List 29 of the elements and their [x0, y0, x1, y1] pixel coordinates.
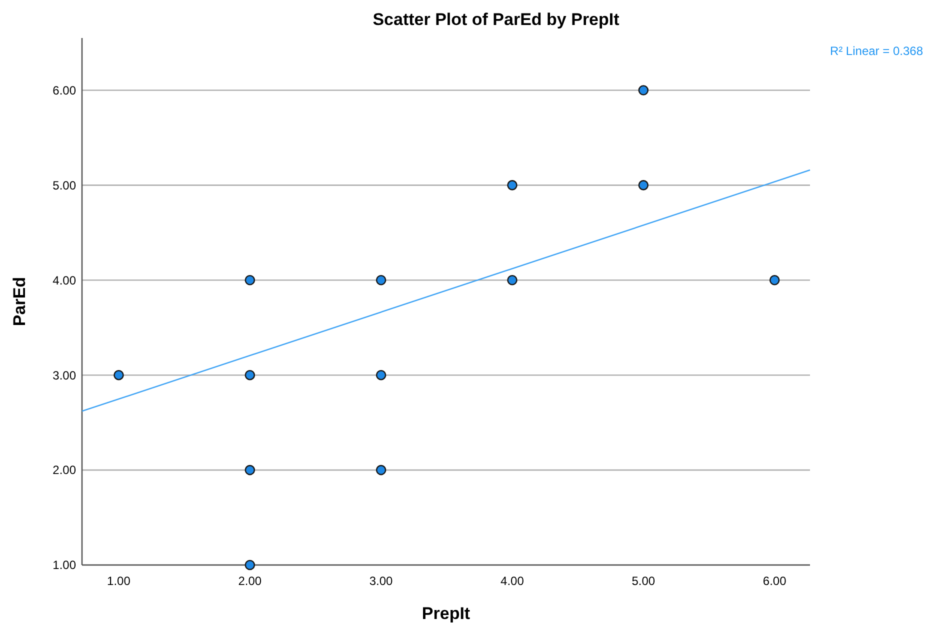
point: [114, 370, 124, 380]
y-tick-label: 1.00: [52, 558, 76, 572]
point: [638, 180, 649, 190]
x-tick-label: 3.00: [369, 574, 394, 588]
x-tick-label: 6.00: [762, 574, 787, 588]
y-axis-title: ParEd: [10, 276, 29, 326]
point: [244, 274, 256, 286]
point: [376, 274, 386, 286]
chart-title: Scatter Plot of ParEd by PrepIt: [372, 10, 620, 29]
y-tick-label: 6.00: [52, 83, 76, 98]
point: [769, 274, 780, 286]
text: R² Linear = 0.368: [830, 44, 924, 58]
point: [507, 274, 518, 286]
x-tick-label: 5.00: [632, 574, 656, 588]
point: [507, 180, 518, 190]
point: [638, 85, 649, 96]
y-tick-label: 4.00: [52, 273, 76, 288]
x-axis-title: PrepIt: [422, 604, 470, 623]
point: [376, 370, 386, 380]
point: [244, 464, 256, 476]
point: [376, 464, 386, 476]
point: [244, 370, 256, 380]
x-tick-label: 2.00: [238, 574, 262, 588]
point: [244, 560, 256, 570]
y-tick-label: 5.00: [52, 178, 76, 192]
y-tick-label: 3.00: [52, 368, 76, 382]
x-tick-label: 4.00: [500, 574, 524, 588]
y-tick-label: 2.00: [52, 463, 76, 478]
x-tick-label: 1.00: [107, 574, 131, 588]
